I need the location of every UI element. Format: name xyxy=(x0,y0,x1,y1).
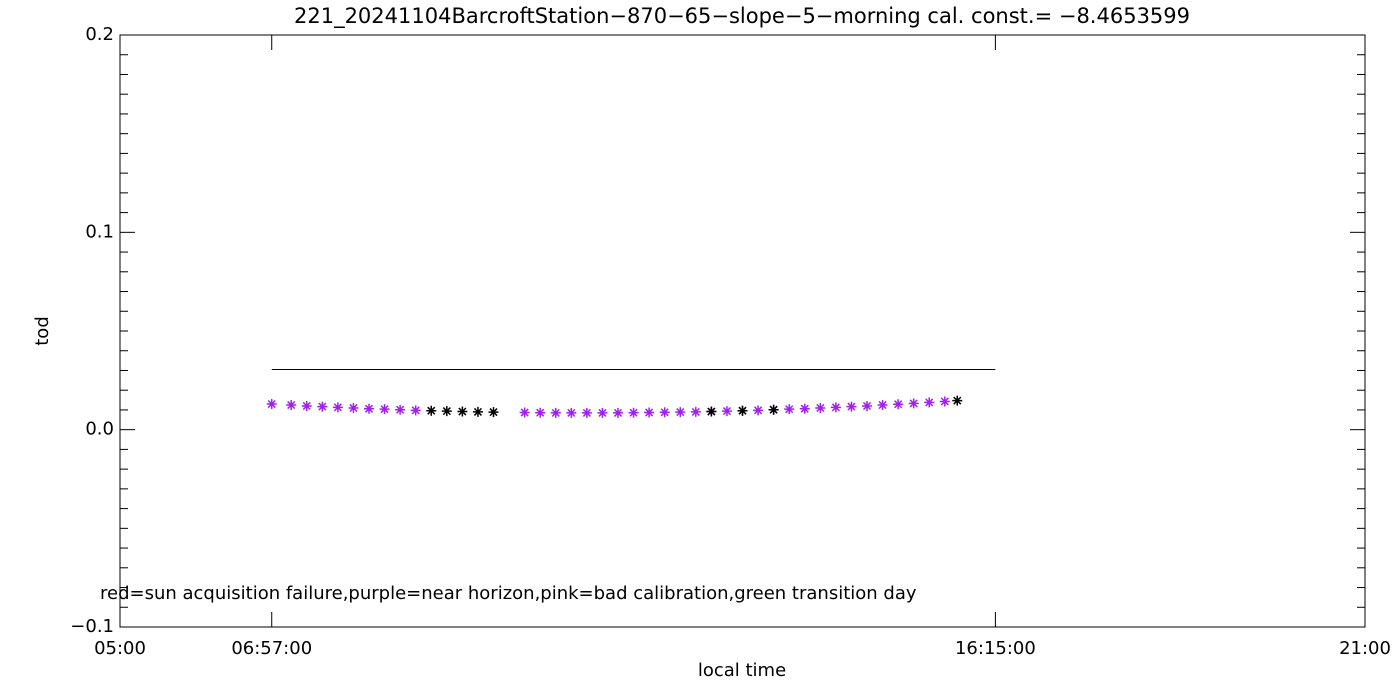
x-tick-label: 05:00 xyxy=(94,638,146,659)
data-point xyxy=(877,400,888,410)
y-tick-label: 0.1 xyxy=(85,221,114,242)
data-point xyxy=(395,404,406,415)
data-point xyxy=(613,407,623,418)
data-point xyxy=(332,402,343,413)
x-axis-label: local time xyxy=(698,660,786,681)
data-point xyxy=(644,407,655,418)
data-point xyxy=(659,407,670,418)
data-point xyxy=(830,402,841,413)
data-point xyxy=(721,406,732,417)
data-point xyxy=(266,399,277,410)
data-point xyxy=(379,404,390,415)
data-point xyxy=(410,405,421,416)
data-point xyxy=(286,400,297,410)
data-point xyxy=(535,407,546,418)
data-point xyxy=(737,405,748,416)
y-axis-label: tod xyxy=(32,316,53,346)
data-point xyxy=(581,407,592,418)
data-point xyxy=(862,400,872,411)
data-point xyxy=(908,398,919,409)
data-point xyxy=(472,406,483,417)
data-point xyxy=(768,404,779,415)
y-tick-label: 0.2 xyxy=(85,24,114,45)
data-point xyxy=(924,397,935,408)
data-point xyxy=(690,406,701,417)
data-point xyxy=(364,403,374,414)
y-tick-label: −0.1 xyxy=(70,616,114,637)
data-point xyxy=(550,407,561,418)
data-point xyxy=(488,407,499,418)
data-point xyxy=(441,406,452,417)
x-tick-label: 21:00 xyxy=(1339,638,1391,659)
data-point xyxy=(893,399,904,410)
data-point xyxy=(675,407,686,418)
x-tick-label: 16:15:00 xyxy=(955,638,1036,659)
data-point xyxy=(348,402,359,413)
data-point xyxy=(519,407,530,418)
data-point xyxy=(799,403,810,414)
data-point xyxy=(301,400,312,411)
data-point xyxy=(457,406,468,417)
data-point xyxy=(815,402,826,413)
data-point xyxy=(566,407,577,418)
data-point xyxy=(597,407,608,418)
data-point xyxy=(706,406,717,417)
x-tick-label: 06:57:00 xyxy=(231,638,312,659)
data-point xyxy=(952,395,963,406)
y-tick-label: 0.0 xyxy=(85,419,114,440)
plot-frame xyxy=(119,34,1366,628)
data-point xyxy=(426,405,437,416)
data-point xyxy=(317,401,328,412)
annotation: red=sun acquisition failure,purple=near … xyxy=(100,583,917,604)
data-point xyxy=(846,401,857,412)
chart-title: 221_20241104BarcroftStation−870−65−slope… xyxy=(294,4,1190,29)
data-point xyxy=(753,405,764,416)
data-point xyxy=(784,404,795,415)
data-point xyxy=(628,407,639,418)
data-point xyxy=(939,396,950,407)
